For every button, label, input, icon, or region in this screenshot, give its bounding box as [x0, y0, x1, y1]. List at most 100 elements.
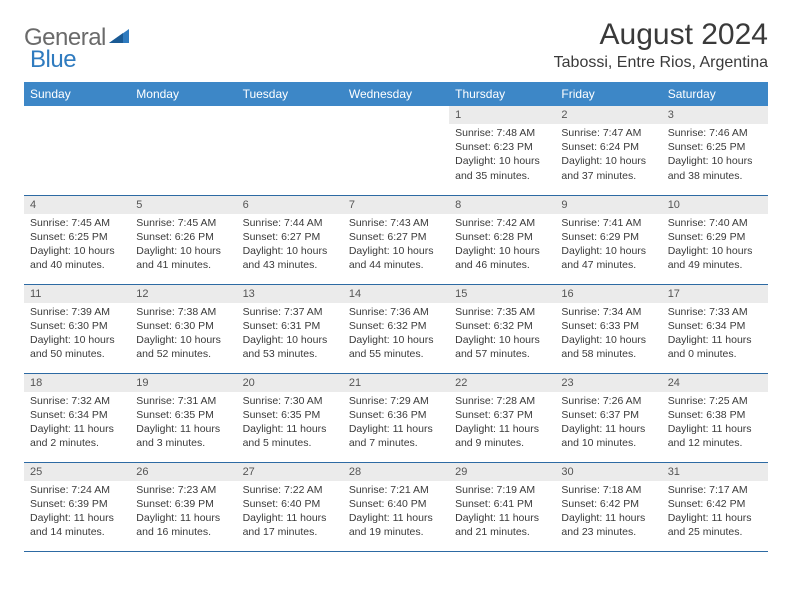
calendar-cell: 14Sunrise: 7:36 AMSunset: 6:32 PMDayligh… — [343, 284, 449, 373]
day-details: Sunrise: 7:19 AMSunset: 6:41 PMDaylight:… — [449, 481, 555, 544]
calendar-cell: 19Sunrise: 7:31 AMSunset: 6:35 PMDayligh… — [130, 373, 236, 462]
day-details: Sunrise: 7:39 AMSunset: 6:30 PMDaylight:… — [24, 303, 130, 366]
day-number: 3 — [662, 106, 768, 124]
calendar-cell: 2Sunrise: 7:47 AMSunset: 6:24 PMDaylight… — [555, 106, 661, 195]
calendar-cell: 15Sunrise: 7:35 AMSunset: 6:32 PMDayligh… — [449, 284, 555, 373]
day-details: Sunrise: 7:30 AMSunset: 6:35 PMDaylight:… — [237, 392, 343, 455]
month-title: August 2024 — [554, 18, 768, 52]
day-number: 24 — [662, 374, 768, 392]
title-block: August 2024 Tabossi, Entre Rios, Argenti… — [554, 18, 768, 72]
calendar-cell: 18Sunrise: 7:32 AMSunset: 6:34 PMDayligh… — [24, 373, 130, 462]
calendar-cell: 28Sunrise: 7:21 AMSunset: 6:40 PMDayligh… — [343, 462, 449, 551]
day-number: 1 — [449, 106, 555, 124]
calendar-cell — [237, 106, 343, 195]
day-details: Sunrise: 7:44 AMSunset: 6:27 PMDaylight:… — [237, 214, 343, 277]
calendar-cell: 26Sunrise: 7:23 AMSunset: 6:39 PMDayligh… — [130, 462, 236, 551]
day-details: Sunrise: 7:25 AMSunset: 6:38 PMDaylight:… — [662, 392, 768, 455]
day-details: Sunrise: 7:35 AMSunset: 6:32 PMDaylight:… — [449, 303, 555, 366]
day-details: Sunrise: 7:42 AMSunset: 6:28 PMDaylight:… — [449, 214, 555, 277]
day-number: 31 — [662, 463, 768, 481]
day-number: 14 — [343, 285, 449, 303]
day-number: 12 — [130, 285, 236, 303]
calendar-cell: 16Sunrise: 7:34 AMSunset: 6:33 PMDayligh… — [555, 284, 661, 373]
calendar-row: 4Sunrise: 7:45 AMSunset: 6:25 PMDaylight… — [24, 195, 768, 284]
calendar-cell — [130, 106, 236, 195]
calendar-cell: 7Sunrise: 7:43 AMSunset: 6:27 PMDaylight… — [343, 195, 449, 284]
calendar-header-row: SundayMondayTuesdayWednesdayThursdayFrid… — [24, 82, 768, 106]
weekday-header: Sunday — [24, 82, 130, 106]
day-number: 9 — [555, 196, 661, 214]
calendar-cell: 10Sunrise: 7:40 AMSunset: 6:29 PMDayligh… — [662, 195, 768, 284]
day-details: Sunrise: 7:37 AMSunset: 6:31 PMDaylight:… — [237, 303, 343, 366]
day-number: 23 — [555, 374, 661, 392]
day-number: 7 — [343, 196, 449, 214]
day-details: Sunrise: 7:29 AMSunset: 6:36 PMDaylight:… — [343, 392, 449, 455]
calendar-cell: 25Sunrise: 7:24 AMSunset: 6:39 PMDayligh… — [24, 462, 130, 551]
calendar-cell — [343, 106, 449, 195]
day-number: 6 — [237, 196, 343, 214]
day-number: 19 — [130, 374, 236, 392]
calendar-table: SundayMondayTuesdayWednesdayThursdayFrid… — [24, 82, 768, 552]
day-details: Sunrise: 7:45 AMSunset: 6:26 PMDaylight:… — [130, 214, 236, 277]
day-number: 2 — [555, 106, 661, 124]
day-details: Sunrise: 7:41 AMSunset: 6:29 PMDaylight:… — [555, 214, 661, 277]
day-details: Sunrise: 7:47 AMSunset: 6:24 PMDaylight:… — [555, 124, 661, 187]
calendar-row: 11Sunrise: 7:39 AMSunset: 6:30 PMDayligh… — [24, 284, 768, 373]
calendar-cell: 4Sunrise: 7:45 AMSunset: 6:25 PMDaylight… — [24, 195, 130, 284]
day-details: Sunrise: 7:38 AMSunset: 6:30 PMDaylight:… — [130, 303, 236, 366]
day-details: Sunrise: 7:23 AMSunset: 6:39 PMDaylight:… — [130, 481, 236, 544]
weekday-header: Tuesday — [237, 82, 343, 106]
calendar-page: General August 2024 Tabossi, Entre Rios,… — [0, 0, 792, 566]
day-details: Sunrise: 7:21 AMSunset: 6:40 PMDaylight:… — [343, 481, 449, 544]
day-number: 17 — [662, 285, 768, 303]
day-details: Sunrise: 7:31 AMSunset: 6:35 PMDaylight:… — [130, 392, 236, 455]
day-number: 4 — [24, 196, 130, 214]
calendar-row: 1Sunrise: 7:48 AMSunset: 6:23 PMDaylight… — [24, 106, 768, 195]
calendar-cell: 3Sunrise: 7:46 AMSunset: 6:25 PMDaylight… — [662, 106, 768, 195]
day-details: Sunrise: 7:48 AMSunset: 6:23 PMDaylight:… — [449, 124, 555, 187]
calendar-body: 1Sunrise: 7:48 AMSunset: 6:23 PMDaylight… — [24, 106, 768, 551]
calendar-cell: 9Sunrise: 7:41 AMSunset: 6:29 PMDaylight… — [555, 195, 661, 284]
day-number: 25 — [24, 463, 130, 481]
day-number: 15 — [449, 285, 555, 303]
day-number: 5 — [130, 196, 236, 214]
weekday-header: Saturday — [662, 82, 768, 106]
page-header: General August 2024 Tabossi, Entre Rios,… — [24, 18, 768, 72]
weekday-header: Thursday — [449, 82, 555, 106]
calendar-cell: 12Sunrise: 7:38 AMSunset: 6:30 PMDayligh… — [130, 284, 236, 373]
day-number: 13 — [237, 285, 343, 303]
calendar-cell: 20Sunrise: 7:30 AMSunset: 6:35 PMDayligh… — [237, 373, 343, 462]
logo-text-blue-wrap: Blue — [30, 46, 76, 74]
calendar-cell: 8Sunrise: 7:42 AMSunset: 6:28 PMDaylight… — [449, 195, 555, 284]
logo-text-blue: Blue — [30, 46, 76, 73]
day-number: 10 — [662, 196, 768, 214]
day-number: 27 — [237, 463, 343, 481]
day-details: Sunrise: 7:18 AMSunset: 6:42 PMDaylight:… — [555, 481, 661, 544]
day-number: 29 — [449, 463, 555, 481]
day-details: Sunrise: 7:46 AMSunset: 6:25 PMDaylight:… — [662, 124, 768, 187]
day-details: Sunrise: 7:22 AMSunset: 6:40 PMDaylight:… — [237, 481, 343, 544]
calendar-row: 25Sunrise: 7:24 AMSunset: 6:39 PMDayligh… — [24, 462, 768, 551]
day-number: 20 — [237, 374, 343, 392]
day-details: Sunrise: 7:45 AMSunset: 6:25 PMDaylight:… — [24, 214, 130, 277]
day-number: 16 — [555, 285, 661, 303]
calendar-cell: 31Sunrise: 7:17 AMSunset: 6:42 PMDayligh… — [662, 462, 768, 551]
day-details: Sunrise: 7:24 AMSunset: 6:39 PMDaylight:… — [24, 481, 130, 544]
calendar-cell: 6Sunrise: 7:44 AMSunset: 6:27 PMDaylight… — [237, 195, 343, 284]
day-number: 22 — [449, 374, 555, 392]
logo-triangle-icon — [109, 27, 131, 50]
calendar-row: 18Sunrise: 7:32 AMSunset: 6:34 PMDayligh… — [24, 373, 768, 462]
day-number: 28 — [343, 463, 449, 481]
day-number: 26 — [130, 463, 236, 481]
weekday-header: Wednesday — [343, 82, 449, 106]
day-number: 11 — [24, 285, 130, 303]
day-details: Sunrise: 7:28 AMSunset: 6:37 PMDaylight:… — [449, 392, 555, 455]
calendar-cell: 13Sunrise: 7:37 AMSunset: 6:31 PMDayligh… — [237, 284, 343, 373]
location-subtitle: Tabossi, Entre Rios, Argentina — [554, 54, 768, 72]
day-details: Sunrise: 7:43 AMSunset: 6:27 PMDaylight:… — [343, 214, 449, 277]
calendar-cell: 21Sunrise: 7:29 AMSunset: 6:36 PMDayligh… — [343, 373, 449, 462]
calendar-cell: 27Sunrise: 7:22 AMSunset: 6:40 PMDayligh… — [237, 462, 343, 551]
day-details: Sunrise: 7:26 AMSunset: 6:37 PMDaylight:… — [555, 392, 661, 455]
calendar-cell — [24, 106, 130, 195]
calendar-cell: 29Sunrise: 7:19 AMSunset: 6:41 PMDayligh… — [449, 462, 555, 551]
